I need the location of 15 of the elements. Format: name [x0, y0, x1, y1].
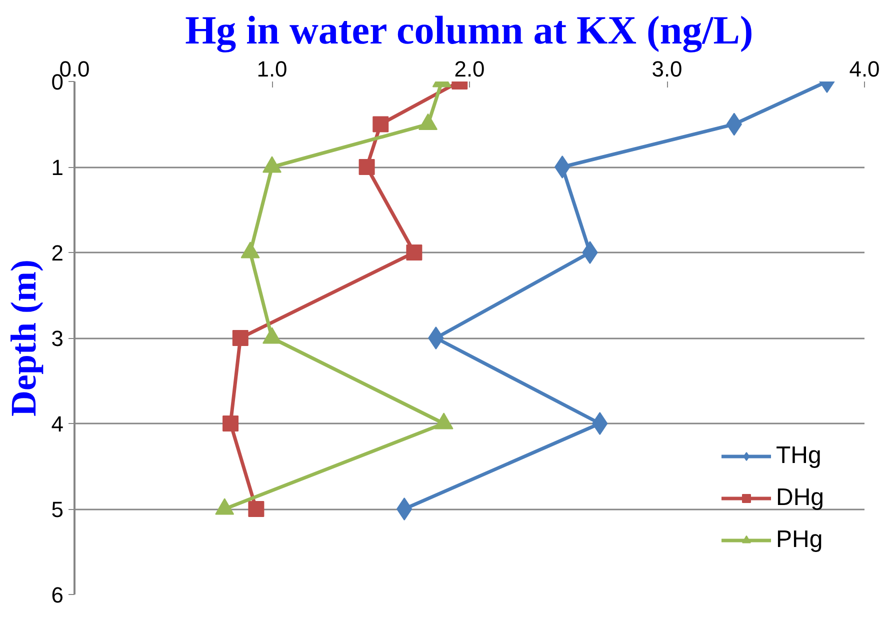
y-axis-title: Depth (m) [3, 260, 44, 416]
y-tick-label: 1 [51, 155, 64, 180]
legend-label: PHg [776, 526, 823, 554]
y-tick-label: 3 [51, 326, 64, 351]
y-tick-label: 5 [51, 497, 64, 522]
y-tick-label: 2 [51, 240, 64, 266]
x-tick-label: 1.0 [256, 56, 288, 82]
x-tick-label: 2.0 [454, 56, 485, 82]
x-tick-label: 3.0 [652, 56, 682, 82]
x-tick-label: 4.0 [849, 56, 880, 82]
chart-title: Hg in water column at KX (ng/L) [185, 8, 754, 52]
y-tick-label: 6 [51, 582, 64, 608]
legend-label: DHg [776, 484, 824, 512]
y-tick-label: 4 [51, 412, 64, 436]
legend-label: THg [776, 442, 822, 470]
